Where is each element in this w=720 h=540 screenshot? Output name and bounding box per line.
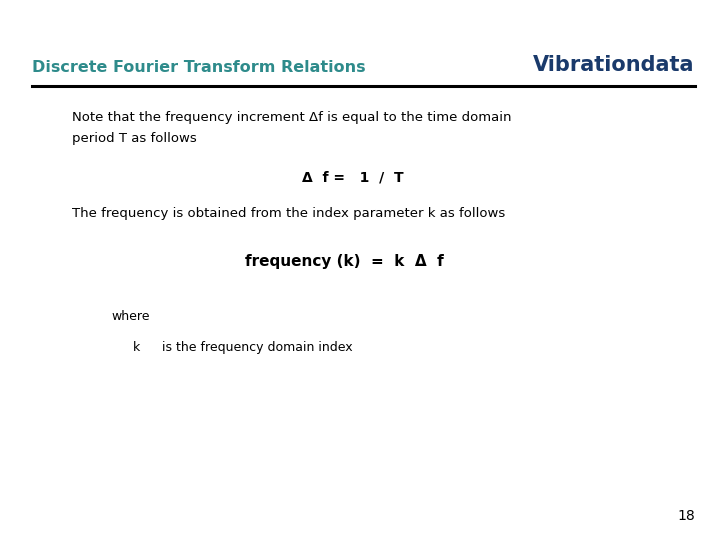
Text: Δ  f =   1  /  T: Δ f = 1 / T [302, 170, 404, 184]
Text: frequency (k)  =  k  Δ  f: frequency (k) = k Δ f [245, 254, 444, 269]
Text: period T as follows: period T as follows [72, 132, 197, 145]
Text: Vibrationdata: Vibrationdata [534, 55, 695, 75]
Text: is the frequency domain index: is the frequency domain index [162, 341, 353, 354]
Text: where: where [112, 310, 150, 323]
Text: Discrete Fourier Transform Relations: Discrete Fourier Transform Relations [32, 59, 366, 75]
Text: 18: 18 [677, 509, 695, 523]
Text: The frequency is obtained from the index parameter k as follows: The frequency is obtained from the index… [72, 207, 505, 220]
Text: k: k [133, 341, 140, 354]
Text: Note that the frequency increment Δf is equal to the time domain: Note that the frequency increment Δf is … [72, 111, 511, 124]
